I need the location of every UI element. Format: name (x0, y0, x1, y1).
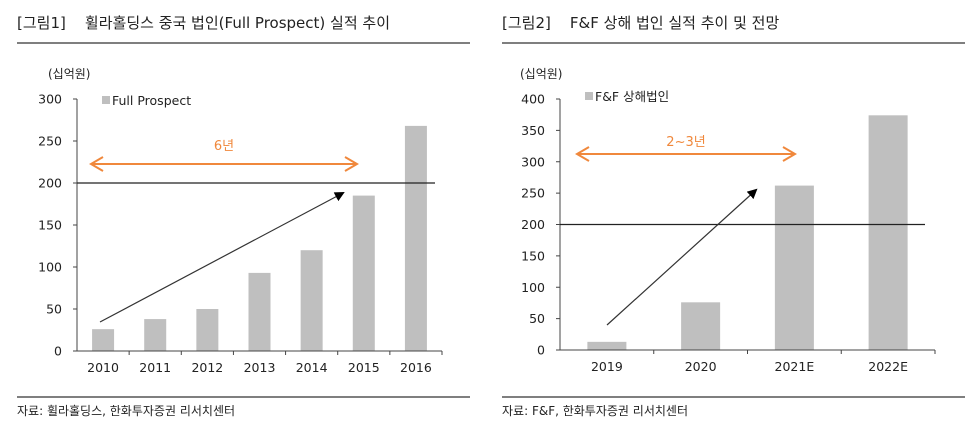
x-tick-label: 2012 (191, 360, 223, 375)
legend-label: F&F 상해법인 (595, 89, 669, 104)
x-tick-label: 2014 (296, 360, 328, 375)
y-tick-label: 150 (521, 248, 545, 263)
x-tick-label: 2021E (775, 359, 815, 374)
legend-swatch (102, 96, 110, 104)
arrow-head-right-icon (344, 156, 359, 172)
y-tick-label: 300 (521, 154, 545, 169)
y-tick-label: 250 (521, 186, 545, 201)
x-tick-label: 2019 (591, 359, 623, 374)
y-tick-label: 300 (38, 92, 62, 107)
bar-2020 (681, 302, 721, 350)
source-note: 자료: F&F, 한화투자증권 리서치센터 (502, 404, 688, 418)
y-tick-label: 50 (529, 311, 545, 326)
chart-1-title: [그림1] 휠라홀딩스 중국 법인(Full Prospect) 실적 추이 (17, 14, 390, 32)
trend-arrow (606, 188, 758, 326)
y-tick-label: 250 (38, 134, 62, 149)
bar-2015 (352, 195, 375, 351)
y-tick-label: 0 (537, 343, 545, 358)
y-tick-label: 100 (38, 260, 62, 275)
y-tick-label: 50 (46, 302, 62, 317)
y-tick-label: 100 (521, 280, 545, 295)
arrow-head-right-icon (782, 146, 797, 162)
source-note: 자료: 휠라홀딩스, 한화투자증권 리서치센터 (17, 404, 235, 418)
x-tick-label: 2022E (868, 359, 908, 374)
legend-swatch (585, 92, 593, 100)
bar-2022E (868, 115, 908, 350)
y-tick-label: 350 (521, 123, 545, 138)
bar-2013 (248, 272, 271, 351)
y-tick-label: 0 (54, 344, 62, 359)
chart-1: [그림1] 휠라홀딩스 중국 법인(Full Prospect) 실적 추이 (… (17, 14, 470, 418)
chart-2: [그림2] F&F 상해 법인 실적 추이 및 전망 (십억원) F&F 상해법… (502, 14, 965, 418)
x-tick-label: 2013 (244, 360, 276, 375)
trend-arrow (99, 192, 345, 323)
bar-2019 (587, 341, 627, 350)
x-tick-label: 2010 (87, 360, 119, 375)
y-tick-label: 150 (38, 218, 62, 233)
arrow-head-left-icon (89, 156, 104, 172)
y-tick-label: 200 (38, 176, 62, 191)
chart-2-title: [그림2] F&F 상해 법인 실적 추이 및 전망 (502, 14, 779, 32)
unit-label: (십억원) (48, 67, 90, 81)
unit-label: (십억원) (520, 67, 562, 81)
y-tick-label: 400 (521, 92, 545, 107)
x-tick-label: 2016 (400, 360, 432, 375)
legend-label: Full Prospect (112, 93, 191, 108)
x-tick-label: 2011 (139, 360, 171, 375)
y-tick-label: 200 (521, 217, 545, 232)
bar-2011 (144, 319, 167, 351)
period-label: 2~3년 (666, 135, 705, 150)
bar-2021E (774, 185, 814, 350)
bar-2016 (404, 125, 427, 351)
bar-2014 (300, 250, 323, 351)
arrow-head-left-icon (575, 146, 590, 162)
bar-2012 (196, 309, 219, 351)
period-label: 6년 (214, 139, 234, 154)
bar-2010 (92, 329, 115, 351)
x-tick-label: 2015 (348, 360, 380, 375)
x-tick-label: 2020 (685, 359, 717, 374)
